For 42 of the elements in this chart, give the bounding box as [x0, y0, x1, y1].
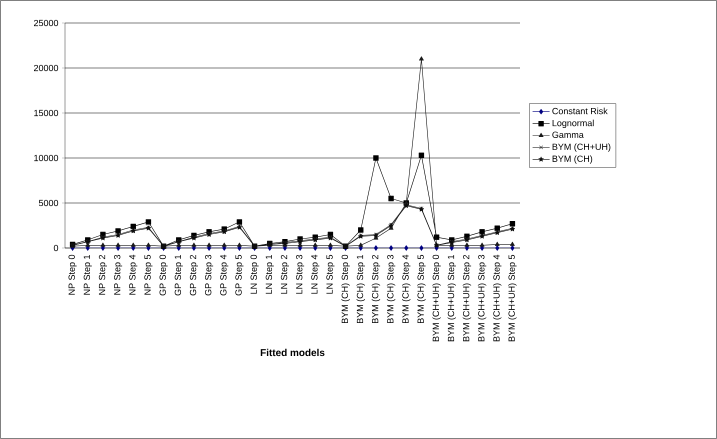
x-tick-label: BYM (CH+UH) Step 1 [448, 254, 456, 342]
x-tick-label: GP Step 1 [174, 254, 183, 296]
x-tick-label: GP Step 4 [220, 254, 228, 296]
x-tick-label: BYM (CH+UH) Step 5 [508, 254, 517, 342]
x-tick-label: BYM (CH+UH) Step 3 [478, 254, 486, 342]
x-tick-label: BYM (CH) Step 0 [341, 254, 350, 324]
x-tick-label: GP Step 3 [205, 254, 214, 296]
x-tick-label: GP Step 0 [160, 254, 168, 296]
x-tick-label: NP Step 1 [84, 254, 92, 295]
legend-label: Lognormal [552, 120, 594, 128]
legend-label: BYM (CH) [552, 155, 592, 164]
y-tick-label: 20000 [34, 64, 58, 72]
y-tick-label: 5000 [38, 200, 58, 206]
x-tick-label: NP Step 2 [98, 254, 107, 295]
y-tick-label: 15000 [34, 110, 58, 116]
x-tick-label: BYM (CH+UH) Step 0 [432, 254, 441, 342]
x-tick-label: LN Step 1 [266, 254, 274, 294]
x-tick-label: NP Step 3 [114, 254, 122, 295]
x-tick-label: GP Step 5 [235, 254, 244, 296]
y-tick-label: 25000 [34, 20, 58, 26]
x-tick-label: LN Step 2 [280, 254, 289, 294]
x-tick-label: NP Step 5 [144, 254, 152, 295]
x-axis-title: Fitted models [260, 348, 324, 356]
x-tick-label: BYM (CH+UH) Step 4 [493, 254, 502, 342]
x-tick-label: BYM (CH) Step 5 [417, 254, 426, 324]
legend-label: Constant Risk [552, 108, 608, 114]
y-tick-label: 10000 [34, 154, 58, 162]
x-tick-label: LN Step 5 [326, 254, 334, 294]
x-tick-label: GP Step 2 [190, 254, 198, 296]
y-tick-label: 0 [54, 244, 58, 252]
x-tick-label: LN Step 3 [296, 254, 304, 294]
x-tick-label: NP Step 0 [68, 254, 77, 295]
x-tick-label: NP Step 4 [129, 254, 138, 295]
x-tick-label: BYM (CH) Step 4 [402, 254, 410, 324]
legend-label: BYM (CH+UH) [552, 143, 610, 152]
legend-label: Gamma [552, 132, 584, 138]
x-tick-label: BYM (CH) Step 3 [386, 254, 396, 324]
x-tick-label: LN Step 0 [250, 254, 259, 294]
x-tick-label: LN Step 4 [311, 254, 320, 294]
x-tick-label: BYM (CH+UH) Step 2 [462, 254, 472, 342]
x-tick-label: BYM (CH) Step 1 [356, 254, 365, 324]
x-tick-label: BYM (CH) Step 2 [372, 254, 380, 324]
